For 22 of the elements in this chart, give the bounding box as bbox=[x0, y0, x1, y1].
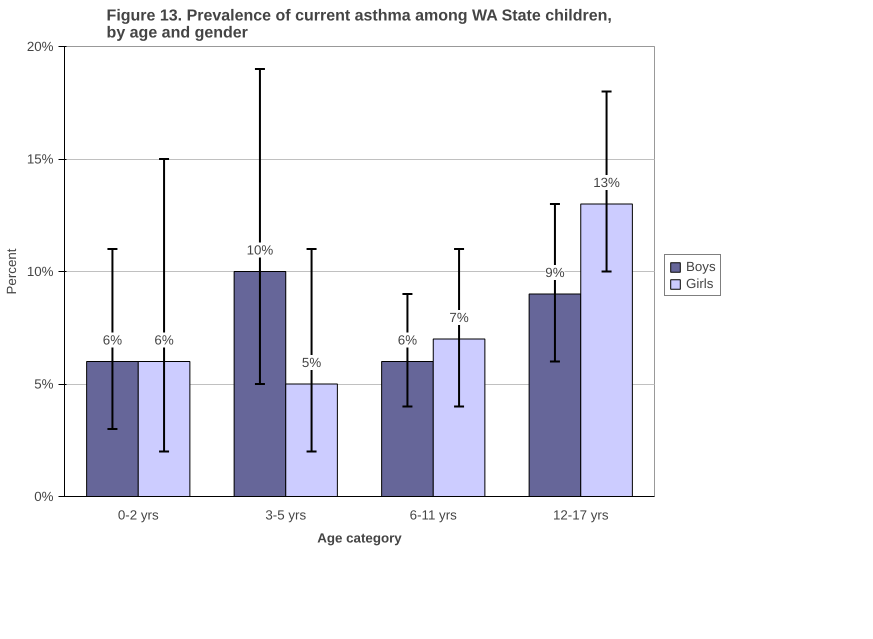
data-label: 13% bbox=[593, 175, 620, 190]
legend-label: Boys bbox=[686, 259, 716, 274]
x-tick-label: 0-2 yrs bbox=[118, 508, 159, 522]
x-tick-label: 6-11 yrs bbox=[410, 508, 458, 522]
chart-title: Figure 13. Prevalence of current asthma among WA State children, by age and gender bbox=[106, 8, 612, 42]
y-tick-label: 15% bbox=[26, 152, 54, 166]
data-label: 6% bbox=[154, 332, 174, 348]
y-tick-label: 10% bbox=[26, 264, 54, 279]
data-label: 10% bbox=[246, 242, 274, 258]
data-label: 6% bbox=[102, 332, 122, 348]
y-tick-label: 20% bbox=[26, 39, 54, 54]
data-label: 9% bbox=[545, 265, 565, 280]
y-axis-title: Percent bbox=[4, 248, 19, 294]
legend-label: Girls bbox=[686, 276, 714, 291]
y-tick-label: 0% bbox=[34, 489, 54, 504]
y-tick-label: 5% bbox=[34, 376, 54, 392]
x-axis-title: Age category bbox=[317, 530, 402, 546]
data-label: 5% bbox=[302, 355, 322, 370]
x-tick-label: 12-17 yrs bbox=[552, 508, 609, 522]
x-tick-label: 3-5 yrs bbox=[265, 508, 306, 522]
data-label: 7% bbox=[449, 310, 469, 325]
data-label: 6% bbox=[398, 332, 418, 348]
